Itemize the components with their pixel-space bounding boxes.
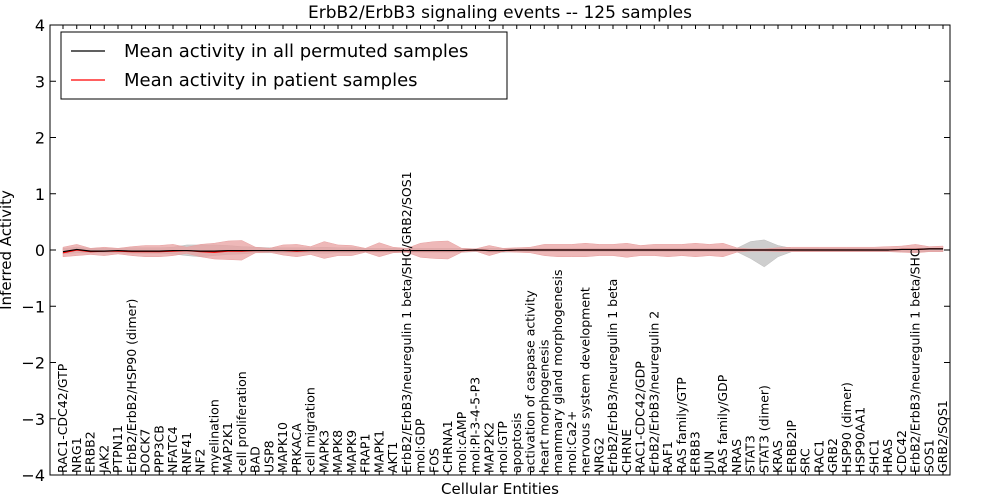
- x-tick-label: JAK2: [96, 445, 111, 474]
- x-tick-label: FOS: [426, 448, 441, 473]
- x-tick-label: CDC42: [894, 430, 909, 473]
- x-tick-label: MAP2K2: [481, 422, 496, 473]
- x-tick-label: HSP90AA1: [853, 407, 868, 473]
- x-tick-label: PRKACA: [289, 423, 304, 473]
- x-tick-label: ERBB3: [688, 431, 703, 473]
- x-tick-label: RAC1-CDC42/GDP: [633, 361, 648, 473]
- x-tick-label: SOS1: [921, 439, 936, 473]
- x-tick-label: PTPN11: [110, 425, 125, 473]
- x-tick-label: NFATC4: [165, 426, 180, 473]
- x-tick-label: HSP90 (dimer): [839, 382, 854, 473]
- x-tick-label: mammary gland morphogenesis: [550, 270, 565, 473]
- x-tick-label: mol:PI-3-4-5-P3: [468, 377, 483, 473]
- x-tick-label: NF2: [193, 449, 208, 474]
- x-tick-label: STAT3: [743, 435, 758, 473]
- x-tick-label: KRAS: [770, 440, 785, 473]
- x-tick-label: ErbB2/ErbB3/neuregulin 1 beta: [605, 279, 620, 473]
- x-tick-label: BAD: [248, 446, 263, 473]
- y-tick-label: 2: [35, 129, 45, 148]
- y-axis-label: Inferred Activity: [0, 190, 15, 310]
- x-tick-label: nervous system development: [578, 287, 593, 473]
- x-tick-label: GRB2/SOS1: [935, 400, 950, 473]
- x-tick-label: ErbB2/ErbB2/HSP90 (dimer): [124, 299, 139, 473]
- x-tick-label: CHRNA1: [440, 420, 455, 473]
- x-tick-label: NRG2: [591, 437, 606, 473]
- x-tick-label: ERBB2: [83, 431, 98, 473]
- x-tick-label: mol:GDP: [413, 418, 428, 473]
- x-tick-label: CHRNE: [619, 429, 634, 473]
- x-tick-label: mol:Ca2+: [564, 411, 579, 473]
- x-tick-label: mol:cAMP: [454, 411, 469, 473]
- x-tick-label: apoptosis: [509, 413, 524, 473]
- x-tick-label: ErbB2/ErbB3/neuregulin 1 beta/SHC: [908, 248, 923, 473]
- chart-title: ErbB2/ErbB3 signaling events -- 125 samp…: [308, 3, 692, 23]
- series-lines: [62, 248, 943, 254]
- x-tick-label: FRAP1: [358, 434, 373, 473]
- x-tick-label: myelination: [206, 399, 221, 473]
- x-tick-label: MAP2K1: [220, 422, 235, 473]
- y-tick-label: −1: [21, 297, 45, 316]
- x-tick-label: cell migration: [303, 387, 318, 473]
- x-tick-label: HRAS: [880, 439, 895, 473]
- x-tick-label: mol:GTP: [495, 421, 510, 473]
- x-tick-label: JUN: [701, 451, 716, 474]
- y-tick-label: 0: [35, 241, 45, 260]
- x-axis-label: Cellular Entities: [441, 480, 559, 498]
- x-tick-label: AKT1: [385, 442, 400, 473]
- x-tick-label: RAS family/GTP: [674, 377, 689, 473]
- x-tick-label: NRG1: [69, 437, 84, 473]
- y-tick-label: −2: [21, 354, 45, 373]
- x-tick-label: MAPK8: [330, 430, 345, 473]
- x-tick-label: USP8: [261, 440, 276, 473]
- x-tick-label: RAF1: [660, 441, 675, 473]
- legend-box: [60, 31, 508, 100]
- x-tick-label: DOCK7: [138, 429, 153, 473]
- legend-label-permuted: Mean activity in all permuted samples: [124, 41, 468, 62]
- y-tick-label: 3: [35, 72, 45, 91]
- x-tick-label: activation of caspase activity: [523, 290, 538, 473]
- x-tick-label: ErbB2/ErbB3/neuregulin 1 beta/SHC/GRB2/S…: [399, 171, 414, 473]
- y-axis: 4 3 2 1 0 −1 −2 −3 −4: [21, 16, 950, 485]
- x-tick-label: heart morphogenesis: [536, 340, 551, 474]
- x-tick-label: MAPK1: [371, 430, 386, 473]
- x-tick-label: RAS family/GDP: [715, 374, 730, 473]
- x-tick-label: MAPK3: [316, 430, 331, 473]
- x-tick-label: MAPK9: [344, 430, 359, 473]
- x-tick-label: RNF41: [179, 432, 194, 473]
- x-tick-label: GRB2: [825, 438, 840, 473]
- x-tick-label: ErbB2/ErbB3/neuregulin 2: [646, 311, 661, 473]
- x-tick-label: cell proliferation: [234, 371, 249, 473]
- x-tick-label: PPP3CB: [151, 425, 166, 473]
- legend: Mean activity in all permuted samples Me…: [60, 31, 508, 100]
- x-tick-label: ERBB2IP: [784, 420, 799, 473]
- x-axis: RAC1-CDC42/GTPNRG1ERBB2JAK2PTPN11ErbB2/E…: [55, 25, 950, 475]
- y-tick-label: 4: [35, 16, 45, 35]
- x-tick-label: RAC1: [811, 440, 826, 473]
- y-tick-label: −4: [21, 466, 45, 485]
- y-tick-label: −3: [21, 410, 45, 429]
- x-tick-label: SHC1: [866, 439, 881, 473]
- x-tick-label: RAC1-CDC42/GTP: [55, 363, 70, 473]
- y-tick-label: 1: [35, 185, 45, 204]
- x-tick-label: SRC: [798, 448, 813, 473]
- x-tick-label: STAT3 (dimer): [756, 385, 771, 473]
- x-tick-label: NRAS: [729, 439, 744, 473]
- x-tick-label: MAPK10: [275, 422, 290, 473]
- permuted-mean-line: [62, 248, 943, 253]
- legend-label-patient: Mean activity in patient samples: [124, 70, 418, 91]
